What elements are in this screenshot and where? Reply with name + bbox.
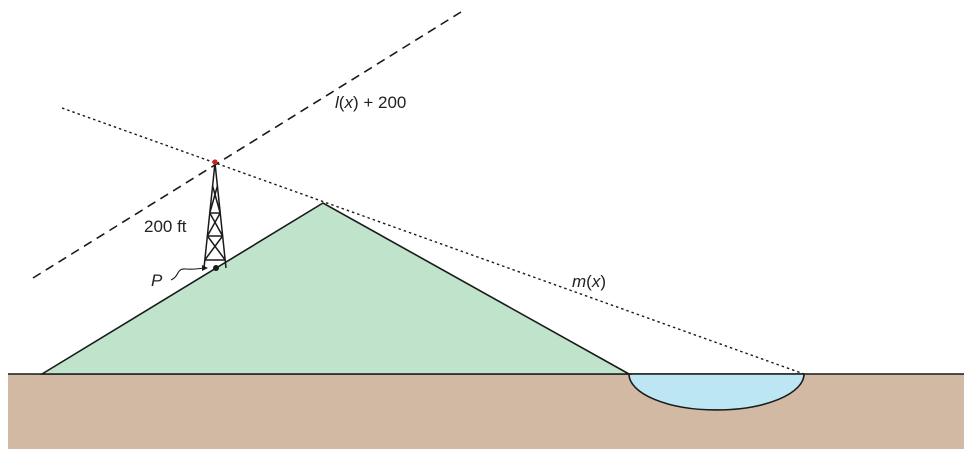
line-l-plus-200 — [32, 11, 462, 279]
label-m: m(x) — [572, 272, 606, 291]
label-m-func: m — [572, 272, 586, 291]
hill — [39, 202, 633, 375]
line-m — [61, 107, 805, 375]
tower — [203, 162, 227, 269]
label-m-var: x — [591, 272, 601, 291]
ground — [8, 374, 964, 449]
label-l-plus-200: l(x) + 200 — [335, 93, 406, 112]
label-l-suffix: + 200 — [359, 93, 407, 112]
point-p-marker — [213, 265, 219, 271]
tower-top-point — [212, 159, 218, 165]
label-l-var: x — [343, 93, 353, 112]
label-point-p: P — [151, 271, 163, 290]
label-l-func: l — [335, 93, 340, 112]
point-p-leader — [170, 267, 208, 281]
lake — [628, 373, 805, 411]
label-tower-height: 200 ft — [144, 217, 187, 236]
point-p-arrowhead — [202, 265, 208, 271]
